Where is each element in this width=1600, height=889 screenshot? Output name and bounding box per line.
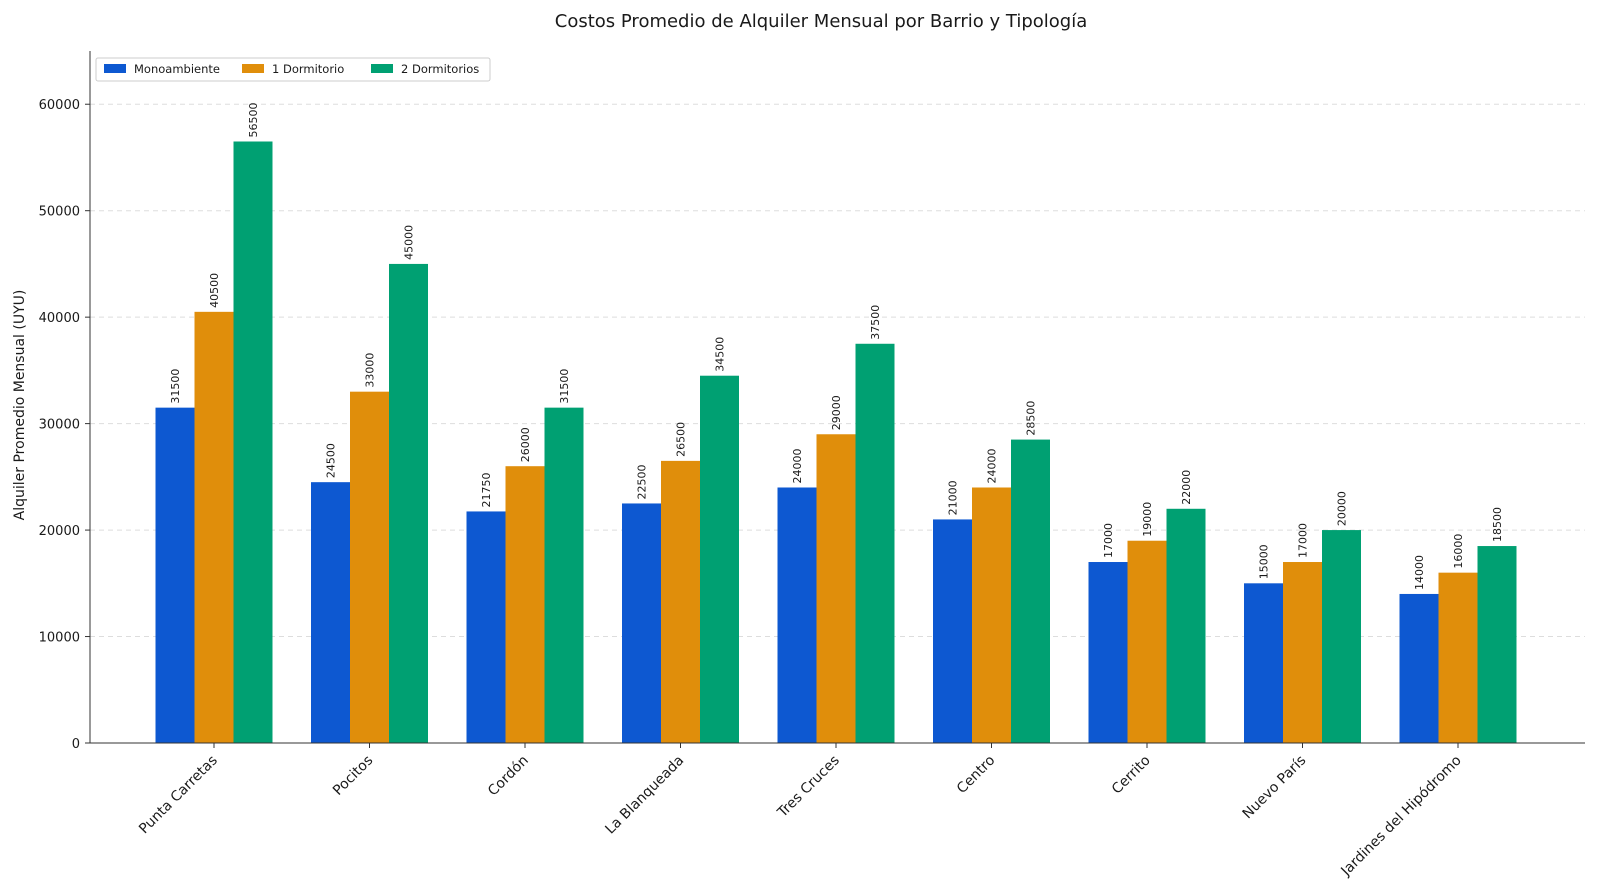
- chart-title: Costos Promedio de Alquiler Mensual por …: [555, 11, 1087, 32]
- bar-value-label: 24000: [791, 448, 804, 483]
- bar: [1477, 546, 1517, 743]
- bar-value-label: 17000: [1297, 523, 1310, 558]
- x-tick-label: Tres Cruces: [774, 753, 843, 822]
- bar-value-label: 40500: [208, 273, 221, 308]
- legend-swatch: [242, 64, 264, 73]
- bar: [1011, 439, 1050, 743]
- bar-value-label: 21000: [947, 480, 960, 515]
- y-tick-label: 60000: [39, 98, 80, 113]
- bar-value-label: 45000: [403, 225, 416, 260]
- bar-value-label: 26000: [519, 427, 532, 462]
- bar: [1166, 508, 1206, 743]
- bar: [350, 391, 389, 743]
- bar: [855, 343, 895, 743]
- axes: [89, 51, 1585, 744]
- x-tick-label: Pocitos: [330, 753, 376, 799]
- bar: [1322, 530, 1361, 743]
- x-tick-label: Centro: [954, 753, 998, 797]
- legend-label: 1 Dormitorio: [272, 62, 344, 76]
- bar-value-label: 24500: [325, 443, 338, 478]
- bar: [622, 503, 661, 743]
- bar-value-label: 37500: [869, 305, 882, 340]
- x-tick-labels: Punta Carretas Pocitos Cordón La Blanqueada…: [136, 743, 1465, 880]
- bar-value-label: 28500: [1025, 401, 1038, 436]
- bar-value-label: 15000: [1258, 544, 1271, 579]
- bar: [233, 141, 273, 743]
- bar-value-label: 16000: [1452, 534, 1465, 569]
- bar: [194, 311, 234, 743]
- y-tick-label: 10000: [39, 631, 80, 646]
- legend-label: 2 Dormitorios: [401, 62, 479, 76]
- x-tick-label: Cordón: [485, 753, 532, 800]
- bar-value-label: 20000: [1336, 491, 1349, 526]
- x-tick-label: Jardines del Hipódromo: [1338, 753, 1465, 880]
- bar: [466, 511, 506, 743]
- bar: [777, 487, 817, 743]
- legend-label: Monoambiente: [134, 62, 220, 76]
- bar-value-label: 22500: [636, 464, 649, 499]
- bar: [311, 482, 350, 743]
- y-tick-label: 0: [72, 737, 80, 752]
- bar: [505, 466, 545, 743]
- bar-value-label: 22000: [1180, 470, 1193, 505]
- bar: [1127, 540, 1167, 743]
- bar-value-label: 33000: [364, 353, 377, 388]
- bar-value-label: 31500: [169, 369, 182, 404]
- x-tick-label: Nuevo París: [1240, 753, 1310, 823]
- bar: [1399, 593, 1439, 743]
- bar-value-label: 26500: [675, 422, 688, 457]
- bar: [544, 407, 584, 743]
- bar: [816, 434, 856, 743]
- bar: [1244, 583, 1283, 743]
- bar-value-label: 34500: [714, 337, 727, 372]
- x-tick-label: Cerrito: [1109, 753, 1154, 798]
- y-axis-label: Alquiler Promedio Mensual (UYU): [12, 290, 28, 521]
- legend: Monoambiente 1 Dormitorio 2 Dormitorios: [95, 57, 491, 82]
- bar: [1438, 572, 1478, 743]
- bar-value-label: 21750: [480, 472, 493, 507]
- bar-value-label: 29000: [830, 395, 843, 430]
- x-tick-label: Punta Carretas: [136, 753, 221, 838]
- bar-value-label: 17000: [1102, 523, 1115, 558]
- bar-value-label: 31500: [558, 369, 571, 404]
- y-tick-label: 20000: [39, 524, 80, 539]
- bar-value-label: 14000: [1413, 555, 1426, 590]
- bar: [1283, 562, 1322, 743]
- y-tick-label: 50000: [39, 205, 80, 220]
- bar-value-label: 19000: [1141, 502, 1154, 537]
- bars: [155, 141, 1517, 743]
- bar: [700, 375, 739, 743]
- legend-swatch: [104, 64, 126, 73]
- legend-box: [95, 57, 491, 82]
- bar-value-label: 18500: [1491, 507, 1504, 542]
- bar-value-label: 24000: [986, 448, 999, 483]
- bar-value-labels: 31500 40500 56500 24500 33000 45000 21750 26000…: [169, 102, 1504, 589]
- x-tick-label: La Blanqueada: [602, 753, 687, 838]
- legend-swatch: [371, 64, 393, 73]
- bar: [972, 487, 1011, 743]
- bar: [1088, 562, 1128, 743]
- bar: [389, 263, 428, 743]
- y-tick-label: 40000: [39, 311, 80, 326]
- bar: [661, 460, 700, 743]
- y-tick-label: 30000: [39, 418, 80, 433]
- y-tick-labels: 0 10000 20000 30000 40000 50000 60000: [39, 98, 90, 752]
- bar: [933, 519, 972, 743]
- bar-value-label: 56500: [247, 102, 260, 137]
- bar: [155, 407, 195, 743]
